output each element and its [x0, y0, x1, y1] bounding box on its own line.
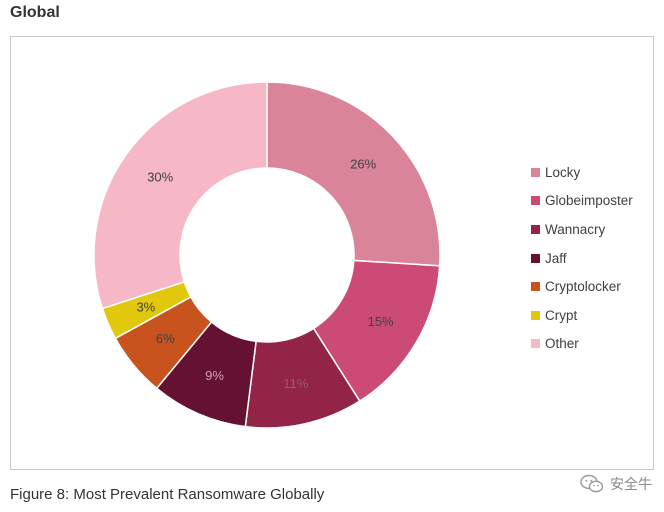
legend-swatch [531, 224, 540, 234]
wechat-icon [580, 474, 604, 493]
legend-item-locky: Locky [531, 158, 633, 187]
donut-chart: 26% 15% 11% 9% 6% 3% 30% [93, 81, 441, 429]
watermark-text: 安全牛 [610, 477, 652, 493]
slice-locky [266, 81, 441, 267]
legend-swatch [531, 282, 540, 292]
legend-item-other: Other [531, 330, 633, 359]
data-label-jaff: 9% [205, 368, 224, 383]
legend-label: Jaff [545, 250, 567, 266]
data-label-globeimposter: 15% [368, 314, 394, 329]
data-label-cryptolocker: 6% [156, 331, 175, 346]
data-label-other: 30% [147, 169, 173, 184]
legend-swatch [531, 196, 540, 206]
legend-label: Wannacry [545, 221, 606, 237]
watermark: 安全牛 [580, 474, 652, 494]
legend-label: Other [545, 336, 579, 352]
legend-item-jaff: Jaff [531, 244, 633, 273]
legend-item-cryptolocker: Cryptolocker [531, 272, 633, 301]
legend-swatch [531, 253, 540, 263]
legend-item-wannacry: Wannacry [531, 215, 633, 244]
data-label-wannacry: 11% [283, 376, 308, 391]
legend-item-globeimposter: Globeimposter [531, 187, 633, 216]
legend-label: Globeimposter [545, 193, 633, 209]
data-label-locky: 26% [350, 157, 376, 172]
data-label-crypt: 3% [136, 299, 155, 314]
chart-legend: Locky Globeimposter Wannacry Jaff Cryptolock… [531, 158, 633, 358]
legend-label: Crypt [545, 307, 578, 323]
legend-swatch [531, 339, 540, 349]
section-title: Global [10, 4, 60, 21]
legend-label: Locky [545, 164, 581, 180]
legend-label: Cryptolocker [545, 279, 621, 295]
legend-item-crypt: Crypt [531, 301, 633, 330]
slice-other [93, 81, 268, 310]
figure-caption: Figure 8: Most Prevalent Ransomware Glob… [10, 486, 325, 503]
legend-swatch [531, 310, 540, 320]
chart-area: 26% 15% 11% 9% 6% 3% 30% Locky Globeimposter Wan… [10, 36, 654, 470]
legend-swatch [531, 167, 540, 177]
